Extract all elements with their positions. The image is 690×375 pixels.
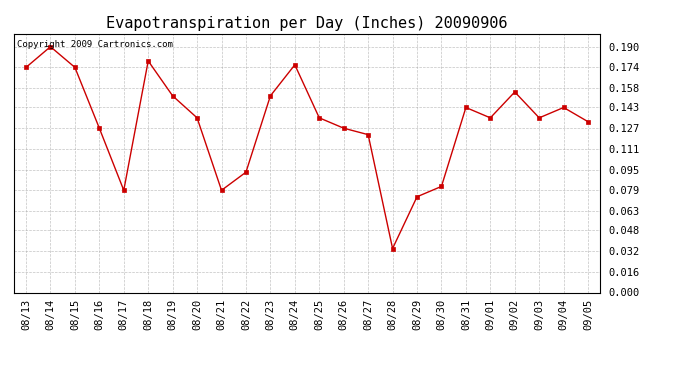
Text: Copyright 2009 Cartronics.com: Copyright 2009 Cartronics.com <box>17 40 172 49</box>
Title: Evapotranspiration per Day (Inches) 20090906: Evapotranspiration per Day (Inches) 2009… <box>106 16 508 31</box>
